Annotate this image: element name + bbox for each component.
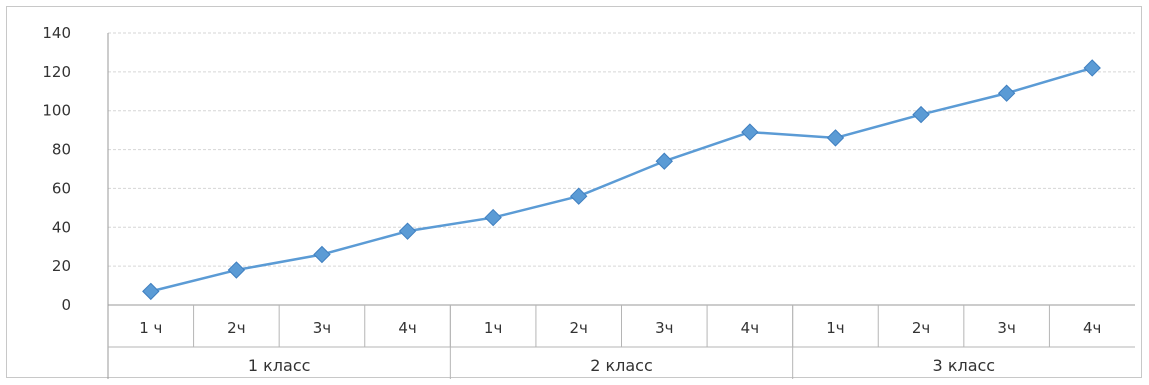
y-tick-label: 60 — [52, 179, 71, 197]
y-tick-label: 100 — [42, 102, 71, 120]
gridlines — [108, 32, 1135, 267]
data-point — [912, 105, 930, 124]
line-chart: 0 20 40 60 80 100 120 140 1 ч 2ч 3ч 4ч 1ч 2ч 3ч 4ч 1ч 2ч… — [42, 24, 1135, 379]
x-tick-label: 1 ч — [139, 319, 162, 337]
x-tick-label: 1ч — [826, 319, 844, 337]
chart-frame: 0 20 40 60 80 100 120 140 1 ч 2ч 3ч 4ч 1ч 2ч 3ч 4ч 1ч 2ч… — [6, 6, 1142, 379]
y-tick-label: 120 — [42, 63, 71, 81]
data-point — [484, 208, 502, 227]
data-point — [227, 261, 246, 279]
data-point — [826, 129, 845, 147]
x-tick-label: 4ч — [398, 319, 416, 337]
series — [142, 59, 1101, 301]
x-tick-label: 2ч — [570, 319, 588, 337]
x-tick-label: 3ч — [997, 319, 1015, 337]
data-point — [741, 123, 759, 141]
y-axis: 0 20 40 60 80 100 120 140 — [42, 24, 109, 379]
data-point — [313, 245, 331, 264]
data-point — [142, 282, 160, 301]
x-tick-label: 1ч — [484, 319, 502, 337]
y-tick-label: 140 — [42, 24, 71, 42]
group-label: 1 класс — [248, 356, 311, 375]
x-tick-label: 2ч — [912, 319, 930, 337]
group-label: 3 класс — [933, 356, 996, 375]
group-label: 2 класс — [590, 356, 653, 375]
x-tick-label: 3ч — [655, 319, 673, 337]
x-tick-label: 3ч — [313, 319, 331, 337]
data-point — [1083, 59, 1101, 77]
series-line — [150, 66, 1093, 293]
data-point — [398, 222, 417, 240]
x-tick-label: 4ч — [741, 319, 759, 337]
x-tick-label: 2ч — [227, 319, 245, 337]
x-axis: 1 ч 2ч 3ч 4ч 1ч 2ч 3ч 4ч 1ч 2ч 3ч 4ч 1 класс 2 класс 3… — [108, 304, 1135, 379]
x-tick-label: 4ч — [1083, 319, 1101, 337]
data-point — [570, 187, 588, 205]
y-tick-label: 80 — [52, 141, 71, 159]
y-tick-label: 0 — [61, 296, 71, 314]
y-tick-label: 20 — [52, 257, 71, 275]
data-point — [997, 84, 1016, 102]
y-tick-label: 40 — [52, 218, 71, 236]
data-point — [655, 152, 673, 170]
